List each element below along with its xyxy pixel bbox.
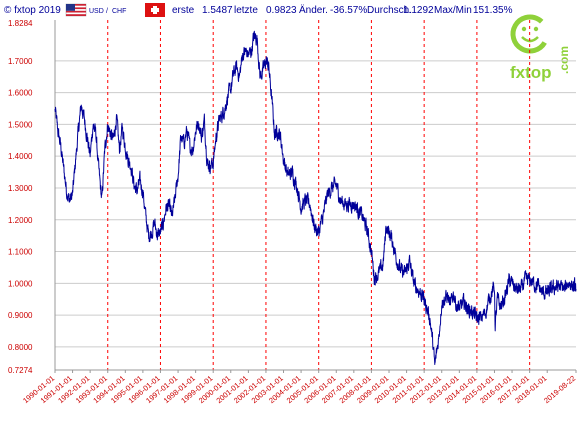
usa-flag-icon: [65, 3, 87, 17]
y-tick-label: 1.2000: [8, 216, 33, 225]
first-label: erste: [172, 5, 195, 16]
change-value: -36.57%: [330, 5, 367, 16]
first-value: 1.5487: [202, 5, 233, 16]
last-label: letzte: [234, 5, 258, 16]
x-tick-labels: 1990-01-011991-01-011992-01-011993-01-01…: [21, 374, 577, 406]
pair-left-text: USD: [89, 8, 104, 15]
pair-right-text: CHF: [112, 8, 126, 15]
y-tick-label: 1.7000: [8, 57, 33, 66]
logo-side-text: .com: [557, 46, 571, 74]
y-tick-label: 1.1000: [8, 248, 33, 257]
y-tick-label: 1.3000: [8, 184, 33, 193]
y-min-label: 0.7274: [8, 366, 33, 375]
y-tick-label: 1.4000: [8, 152, 33, 161]
y-tick-label: 1.6000: [8, 89, 33, 98]
y-tick-labels: 0.8000 0.9000 1.0000 1.1000 1.2000 1.3000 1.40…: [8, 19, 33, 375]
swiss-flag-icon: [145, 3, 165, 17]
axis-layer: [54, 20, 577, 373]
usd-chf-series-line: [54, 30, 577, 365]
change-label: Änder.: [299, 4, 328, 16]
fxtop-logo: fxtop .com: [510, 14, 571, 82]
avg-value: 1.1292: [403, 5, 434, 16]
series-layer: [54, 30, 577, 365]
last-value: 0.9823: [266, 5, 297, 16]
y-tick-label: 1.5000: [8, 120, 33, 129]
pair-sep-text: /: [106, 8, 108, 15]
x-tick-label: 2019-08-22: [542, 374, 577, 406]
copyright-text: © fxtop 2019: [4, 5, 61, 16]
avg-label: Durchsch.: [367, 5, 412, 16]
maxmin-value: 151.35%: [473, 5, 513, 16]
y-max-label: 1.8284: [8, 19, 33, 28]
maxmin-label: Max/Min: [434, 5, 472, 16]
y-tick-label: 1.0000: [8, 279, 33, 288]
y-tick-label: 0.8000: [8, 343, 33, 352]
y-tick-label: 0.9000: [8, 311, 33, 320]
grid-layer: [54, 20, 576, 370]
logo-text: fxtop: [510, 63, 552, 82]
